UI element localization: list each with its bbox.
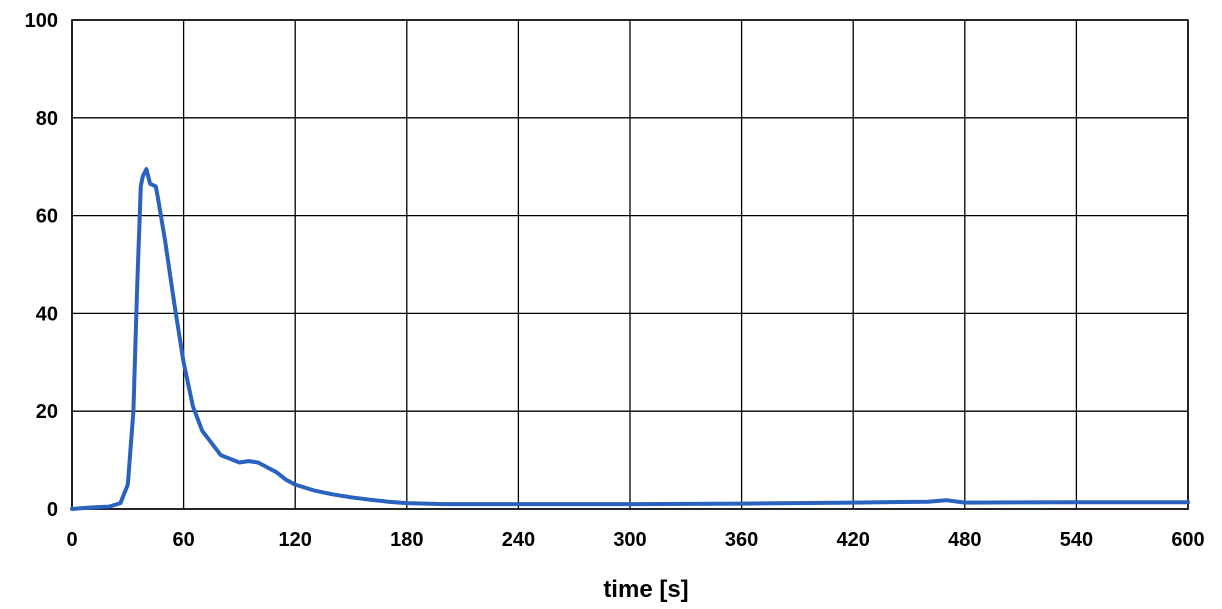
x-tick-label: 180	[390, 529, 423, 551]
x-axis-title: time [s]	[603, 576, 688, 603]
x-tick-label: 360	[725, 529, 758, 551]
x-tick-label: 600	[1171, 529, 1204, 551]
x-tick-label: 120	[279, 529, 312, 551]
x-axis-tick-labels: 0 60 120 180 240 300 360 420 480 540 600	[66, 529, 1204, 551]
x-tick-label: 240	[502, 529, 535, 551]
plot-area	[70, 167, 1190, 511]
y-tick-label: 40	[36, 303, 58, 325]
x-tick-label: 540	[1060, 529, 1093, 551]
x-tick-label: 480	[948, 529, 981, 551]
y-tick-label: 80	[36, 108, 58, 130]
y-axis-tick-labels: 0 20 40 60 80 100	[25, 10, 58, 521]
x-tick-label: 60	[172, 529, 194, 551]
y-tick-label: 20	[36, 401, 58, 423]
x-tick-label: 300	[613, 529, 646, 551]
series-line	[70, 167, 1190, 511]
gridlines	[71, 19, 1189, 510]
x-tick-label: 0	[66, 529, 77, 551]
y-tick-label: 0	[47, 499, 58, 521]
y-tick-label: 100	[25, 10, 58, 32]
y-tick-label: 60	[36, 206, 58, 228]
plot-frame	[71, 19, 1189, 510]
x-tick-label: 420	[837, 529, 870, 551]
